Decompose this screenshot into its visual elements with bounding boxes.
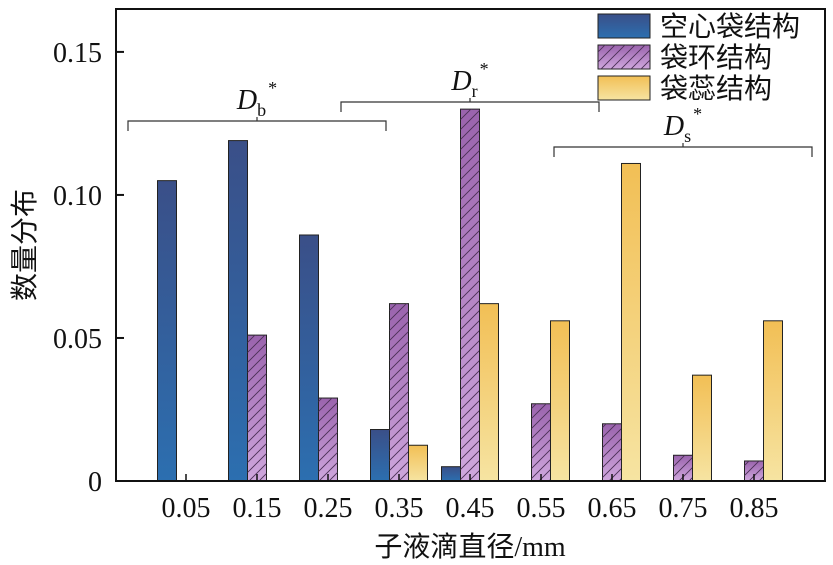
x-axis: 0.05 0.15 0.25 0.35 0.45 0.55 0.65 0.75 0.85	[162, 474, 779, 524]
legend-swatch-hatch	[598, 45, 650, 69]
bar-series1-0.15	[228, 140, 248, 482]
bar-series1-0.45	[441, 466, 461, 482]
bar-hatch-0.75	[673, 455, 693, 481]
annotation-bracket	[340, 98, 600, 112]
annotation-label: Ds*	[663, 104, 702, 146]
bar-series1-0.35	[370, 429, 390, 482]
bar-series3-0.45	[479, 303, 499, 482]
annotation-label: Db*	[236, 78, 277, 120]
y-axis-title: 数量分布	[9, 189, 41, 301]
bar-series3-0.35	[408, 444, 428, 482]
x-tick-label: 0.55	[517, 493, 566, 524]
bar-series1-0.25	[299, 234, 319, 482]
legend-swatch-1	[597, 13, 651, 39]
bar-hatch-0.55	[531, 403, 551, 481]
legend-label-1: 空心袋结构	[660, 11, 800, 43]
y-tick-label: 0	[88, 467, 102, 498]
y-axis: 0 0.05 0.10 0.15	[53, 38, 124, 498]
x-tick-label: 0.05	[162, 493, 211, 524]
x-tick-label: 0.15	[233, 493, 282, 524]
bar-series3-0.85	[763, 320, 783, 482]
bar-hatch-0.25	[318, 398, 338, 481]
legend-label-2: 袋环结构	[660, 42, 772, 74]
legend-label-3: 袋蕊结构	[660, 73, 772, 105]
x-tick-label: 0.45	[446, 493, 495, 524]
y-tick-label: 0.15	[53, 38, 102, 69]
x-tick-label: 0.75	[659, 493, 708, 524]
bar-hatch-0.85	[744, 460, 764, 481]
annotation-bracket	[127, 117, 387, 131]
bar-hatch-0.15	[247, 335, 267, 481]
x-tick-label: 0.35	[375, 493, 424, 524]
bar-series3-0.55	[550, 320, 570, 482]
bar-hatch-0.65	[602, 423, 622, 481]
bar-hatch-0.35	[389, 303, 409, 481]
bar-series3-0.75	[692, 374, 712, 482]
legend-swatch-3	[597, 75, 651, 101]
bar-series3-0.65	[621, 162, 641, 482]
annotation-label: Dr*	[450, 59, 488, 101]
bar-series1-0.05	[157, 180, 177, 482]
x-tick-label: 0.85	[730, 493, 779, 524]
annotation-bracket	[553, 143, 813, 157]
x-tick-label: 0.65	[588, 493, 637, 524]
y-tick-label: 0.10	[53, 181, 102, 212]
bar-hatch-0.45	[460, 109, 480, 481]
annotations-group: Db* Dr* Ds*	[127, 59, 813, 157]
x-axis-title: 子液滴直径/mm	[374, 531, 566, 563]
y-tick-label: 0.05	[53, 324, 102, 355]
x-tick-label: 0.25	[304, 493, 353, 524]
bars-group	[157, 108, 783, 482]
